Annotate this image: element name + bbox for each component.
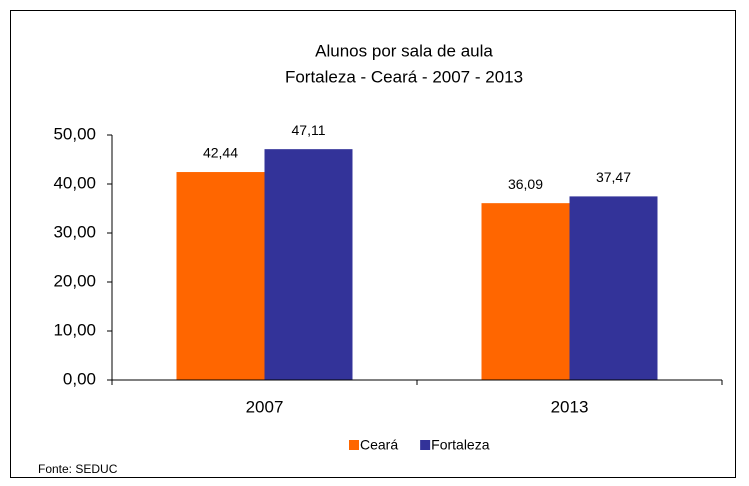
x-tick-label: 2013: [551, 397, 589, 416]
legend-swatch: [349, 440, 359, 450]
value-label: 42,44: [203, 145, 238, 161]
legend-label: Ceará: [360, 437, 398, 453]
y-tick-label: 20,00: [53, 271, 96, 290]
y-tick-label: 50,00: [53, 124, 96, 143]
value-label: 37,47: [596, 169, 631, 185]
legend-label: Fortaleza: [431, 437, 490, 453]
y-tick-label: 40,00: [53, 173, 96, 192]
source-note: Fonte: SEDUC: [38, 462, 118, 476]
bar: [176, 172, 265, 380]
y-tick-label: 0,00: [63, 369, 96, 388]
y-tick-label: 10,00: [53, 320, 96, 339]
chart-title: Alunos por sala de aula: [315, 41, 493, 60]
y-tick-label: 30,00: [53, 222, 96, 241]
bar: [481, 203, 570, 380]
value-label: 47,11: [292, 122, 326, 138]
bar: [264, 149, 353, 380]
value-label: 36,09: [508, 176, 543, 192]
bar: [569, 196, 658, 380]
legend-swatch: [420, 440, 431, 450]
x-tick-label: 2007: [246, 397, 284, 416]
chart-subtitle: Fortaleza - Ceará - 2007 - 2013: [285, 67, 523, 86]
